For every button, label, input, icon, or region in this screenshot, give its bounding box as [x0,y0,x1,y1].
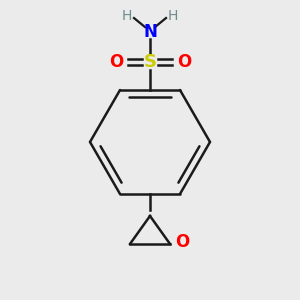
Text: H: H [168,9,178,23]
Text: O: O [175,233,189,251]
Text: O: O [109,53,123,71]
Text: O: O [177,53,191,71]
Text: H: H [122,9,132,23]
Text: N: N [143,23,157,41]
Text: S: S [143,53,157,71]
